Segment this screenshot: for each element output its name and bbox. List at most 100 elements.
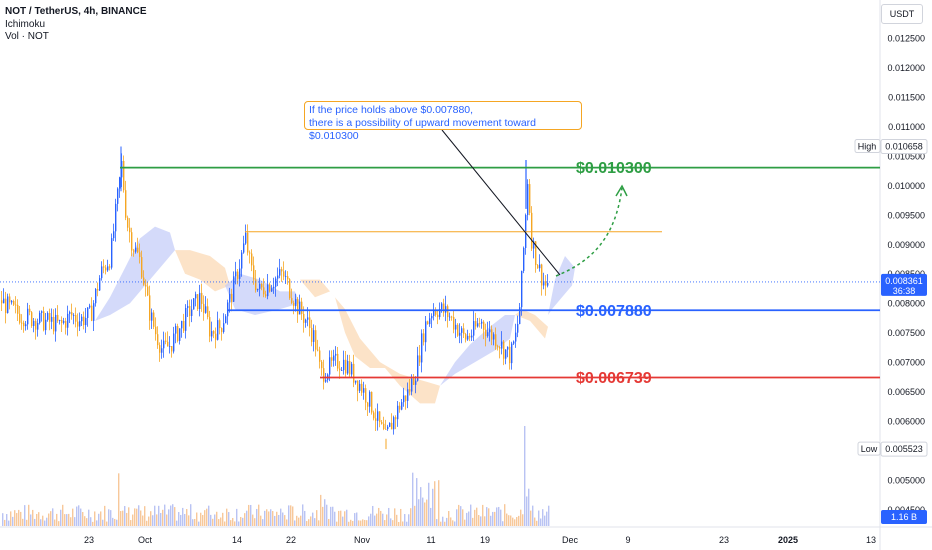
volume-bar	[152, 515, 154, 526]
volume-bar	[342, 516, 344, 526]
candle-body	[503, 341, 505, 359]
candle-body	[243, 243, 245, 253]
volume-bar	[30, 514, 32, 526]
price-tick-label: 0.004500	[887, 505, 925, 515]
volume-bar	[140, 510, 142, 526]
candle-body	[51, 316, 53, 322]
candle-body	[373, 412, 375, 419]
volume-bar	[420, 487, 422, 526]
time-tick-label: 13	[866, 535, 876, 545]
currency-button[interactable]: USDT	[881, 4, 923, 24]
volume-bar	[244, 513, 246, 526]
candle-body	[235, 271, 237, 277]
volume-bar	[496, 507, 498, 526]
volume-value-badge: 1.16 B	[881, 510, 927, 524]
volume-bar	[154, 505, 156, 526]
candle-body	[395, 417, 397, 420]
volume-bar	[502, 521, 504, 526]
volume-bar	[314, 518, 316, 526]
candle-body	[67, 313, 69, 328]
candle-body	[65, 320, 67, 328]
volume-bar	[264, 510, 266, 526]
volume-bar	[338, 510, 340, 526]
volume-bar	[334, 511, 336, 526]
candle-body	[193, 298, 195, 310]
volume-bar	[284, 515, 286, 526]
candle-body	[367, 402, 369, 407]
volume-bar	[92, 521, 94, 526]
candle-body	[31, 312, 33, 326]
candle-body	[383, 423, 385, 429]
volume-bar	[72, 508, 74, 526]
candle-body	[283, 271, 285, 277]
candle-body	[197, 294, 199, 310]
candle-body	[249, 252, 251, 254]
volume-bar	[474, 509, 476, 526]
cloud-region	[175, 250, 230, 292]
volume-bar	[526, 496, 528, 526]
candle-body	[423, 333, 425, 343]
candle-body	[361, 383, 363, 393]
volume-bar	[518, 515, 520, 526]
candle-body	[393, 417, 395, 430]
volume-bar	[36, 513, 38, 526]
candle-body	[157, 334, 159, 346]
candle-body	[397, 405, 399, 420]
candle-body	[189, 305, 191, 316]
candle-body	[187, 305, 189, 309]
candle-body	[427, 321, 429, 325]
volume-bar	[156, 514, 158, 526]
indicator-volume-label[interactable]: Vol · NOT	[5, 31, 49, 42]
volume-bar	[252, 514, 254, 526]
price-tick-label: 0.009000	[887, 240, 925, 250]
candle-body	[419, 355, 421, 363]
volume-bar	[372, 505, 374, 526]
candle-body	[311, 327, 313, 342]
volume-bar	[332, 506, 334, 526]
candle-body	[229, 293, 231, 303]
volume-bar	[70, 517, 72, 526]
candle-body	[139, 252, 141, 258]
volume-bar	[80, 508, 82, 526]
volume-bar	[508, 515, 510, 526]
volume-bar	[296, 515, 298, 526]
candle-body	[209, 317, 211, 337]
candle-body	[317, 349, 319, 351]
candle-body	[3, 298, 5, 304]
candle-body	[221, 328, 223, 332]
candle-body	[527, 184, 529, 216]
annotation-callout[interactable]: If the price holds above $0.007880, ther…	[304, 101, 582, 142]
volume-bar	[324, 499, 326, 526]
candle-body	[431, 316, 433, 319]
candle-body	[5, 298, 7, 314]
volume-bar	[196, 512, 198, 526]
volume-bar	[58, 521, 60, 526]
candle-body	[107, 266, 109, 271]
candle-body	[91, 305, 93, 321]
time-tick-label: 23	[719, 535, 729, 545]
volume-bar	[84, 516, 86, 526]
volume-bar	[434, 481, 436, 526]
candle-body	[185, 308, 187, 331]
volume-bar	[470, 504, 472, 526]
volume-bar	[248, 504, 250, 526]
volume-bar	[62, 504, 64, 526]
indicator-ichimoku-label[interactable]: Ichimoku	[5, 19, 46, 30]
candle-body	[85, 317, 87, 326]
volume-bar	[270, 509, 272, 526]
candle-body	[179, 328, 181, 341]
volume-bar	[126, 512, 128, 526]
candle-body	[213, 331, 215, 334]
volume-bar	[218, 519, 220, 526]
volume-bar	[210, 514, 212, 526]
candle-body	[287, 276, 289, 280]
volume-bar	[24, 505, 26, 526]
candle-body	[295, 299, 297, 307]
candle-body	[273, 286, 275, 289]
candle-body	[415, 380, 417, 385]
candle-body	[225, 316, 227, 324]
candle-body	[97, 289, 99, 291]
